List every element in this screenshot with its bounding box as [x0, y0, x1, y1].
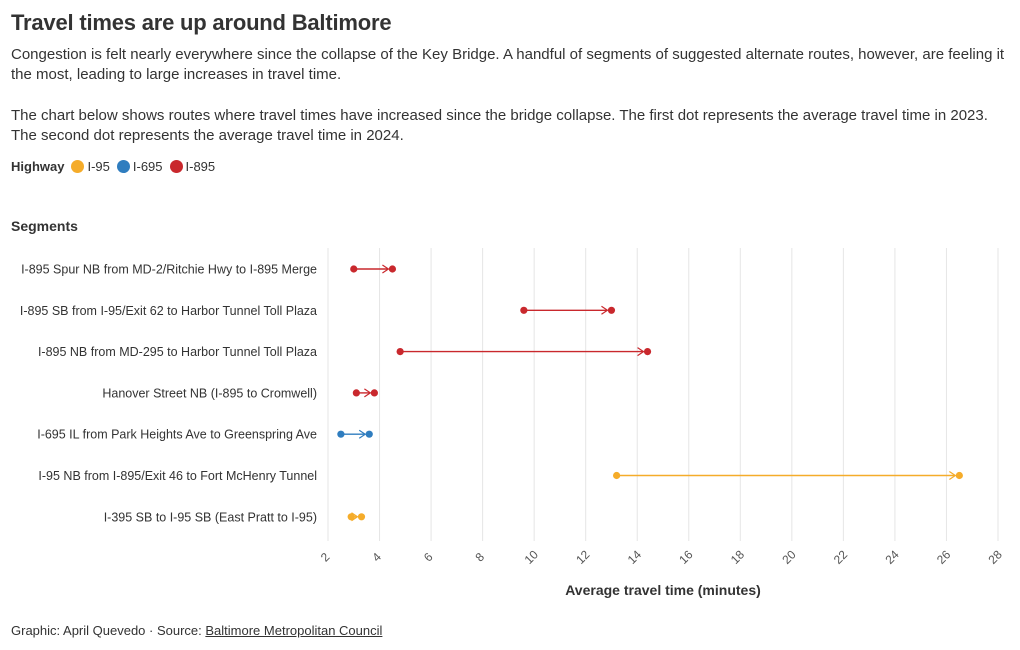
dot-2024	[955, 471, 963, 480]
arrowhead	[949, 471, 957, 480]
x-axis-label: Average travel time (minutes)	[565, 582, 761, 598]
legend-label: I-895	[185, 159, 216, 174]
legend-item-i895[interactable]: I-895	[169, 159, 216, 174]
dot-2023	[613, 471, 621, 480]
segment-label: I-895 NB from MD-295 to Harbor Tunnel To…	[38, 345, 317, 359]
x-tick-label: 6	[421, 550, 436, 565]
dot-2024	[607, 306, 616, 314]
x-tick-label: 20	[779, 547, 799, 567]
arrowhead	[364, 388, 372, 398]
segments-heading: Segments	[11, 218, 78, 234]
dot-2024	[643, 348, 652, 356]
credit-text: Graphic: April Quevedo · Source:	[11, 623, 206, 638]
legend-dot-icon	[169, 160, 183, 173]
segment-label: I-695 IL from Park Heights Ave to Greens…	[37, 428, 317, 442]
x-tick-label: 10	[522, 547, 542, 567]
dot-2024	[370, 389, 378, 397]
source-link[interactable]: Baltimore Metropolitan Council	[205, 623, 383, 638]
arrowhead	[358, 429, 367, 439]
legend-title: Highway	[11, 159, 65, 174]
dot-2024	[357, 513, 366, 521]
x-tick-label: 12	[573, 547, 593, 567]
dot-2023	[520, 306, 528, 314]
dot-2024	[388, 265, 397, 273]
segment-label: I-895 SB from I-95/Exit 62 to Harbor Tun…	[20, 304, 317, 318]
x-tick-label: 4	[369, 550, 384, 565]
dot-2023	[396, 348, 404, 356]
dot-2023	[347, 513, 355, 521]
x-tick-label: 16	[676, 547, 696, 567]
x-tick-label: 24	[882, 547, 902, 567]
segment-label: I-395 SB to I-95 SB (East Pratt to I-95)	[104, 510, 317, 524]
segment-label: I-895 Spur NB from MD-2/Ritchie Hwy to I…	[21, 263, 317, 277]
x-tick-label: 8	[472, 550, 487, 565]
chart-title: Travel times are up around Baltimore	[11, 10, 392, 35]
arrowhead	[637, 347, 645, 357]
x-tick-label: 18	[728, 547, 748, 567]
dot-2024	[365, 430, 373, 438]
x-tick-label: 2	[318, 550, 333, 565]
intro-paragraph-1: Congestion is felt nearly everywhere sin…	[11, 46, 1005, 83]
segment-label: Hanover Street NB (I-895 to Cromwell)	[102, 386, 317, 400]
x-tick-label: 14	[625, 547, 645, 567]
dot-2023	[350, 265, 358, 273]
legend-label: I-95	[87, 159, 110, 174]
legend-item-i95[interactable]: I-95	[71, 159, 110, 174]
legend-label: I-695	[132, 159, 163, 174]
legend-dot-icon	[71, 160, 85, 173]
dot-2023	[337, 430, 345, 438]
legend-item-i695[interactable]: I-695	[116, 159, 163, 174]
arrowhead	[601, 305, 609, 315]
intro-paragraph-2: The chart below shows routes where trave…	[11, 107, 988, 144]
x-tick-label: 22	[831, 547, 851, 567]
arrowhead	[382, 264, 390, 274]
segment-label: I-95 NB from I-895/Exit 46 to Fort McHen…	[38, 469, 317, 483]
legend-dot-icon	[116, 160, 130, 173]
x-tick-label: 28	[985, 547, 1005, 567]
dot-2023	[352, 389, 360, 397]
legend: Highway I-95 I-695 I-895	[11, 159, 222, 174]
footer: Graphic: April Quevedo · Source: Baltimo…	[11, 623, 382, 638]
x-tick-label: 26	[934, 547, 954, 567]
